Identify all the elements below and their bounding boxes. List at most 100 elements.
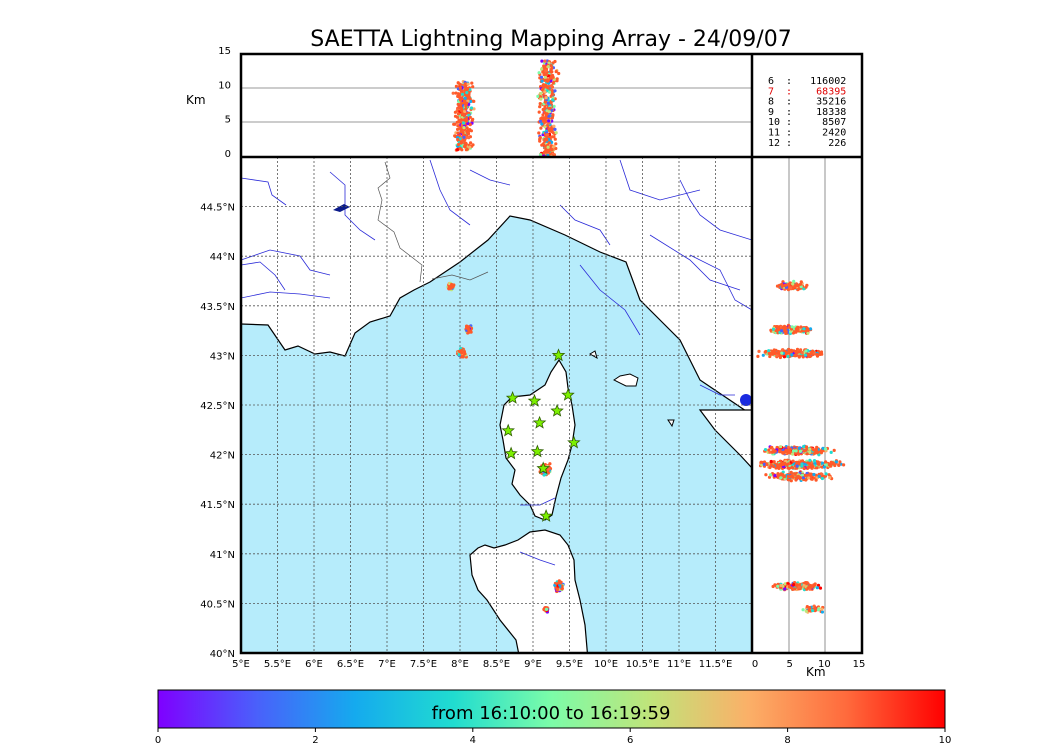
altitude-tick-label: 10 xyxy=(218,80,231,91)
side-source-point xyxy=(837,463,841,467)
side-source-point xyxy=(808,606,812,610)
lightning-source-point xyxy=(558,583,562,587)
altitude-source-point xyxy=(538,139,542,143)
side-source-point xyxy=(811,609,815,613)
side-source-point xyxy=(807,461,812,466)
station-star-icon xyxy=(551,348,566,362)
side-source-point xyxy=(788,286,793,290)
side-source-point xyxy=(816,608,821,612)
altitude-source-point xyxy=(456,112,460,116)
side-source-point xyxy=(774,348,778,352)
side-source-point xyxy=(812,459,817,463)
altitude-source-point xyxy=(464,118,468,122)
side-points xyxy=(756,279,846,614)
side-source-point xyxy=(791,459,795,463)
side-source-point xyxy=(808,583,812,588)
altitude-source-point xyxy=(468,123,472,127)
altitude-source-point xyxy=(462,135,466,139)
longitude-tick-label: 6°E xyxy=(305,659,323,670)
station-star-icon xyxy=(539,509,553,522)
side-source-point xyxy=(780,348,785,352)
latitude-altitude-panel: 0 5 10 15 Km xyxy=(752,157,866,679)
station-count-line: 7 : 68395 xyxy=(768,86,846,97)
side-source-point xyxy=(756,354,760,358)
side-source-point xyxy=(798,449,803,453)
altitude-source-point xyxy=(547,90,552,94)
lightning-source-point xyxy=(460,351,464,355)
altitude-source-point xyxy=(538,119,543,123)
side-tick-labels: 0 5 10 15 xyxy=(752,659,866,670)
side-source-point xyxy=(829,464,833,468)
side-source-point xyxy=(791,282,795,286)
altitude-source-point xyxy=(544,96,548,100)
longitude-tick-label: 7.5°E xyxy=(410,659,437,670)
side-source-point xyxy=(783,328,787,332)
side-source-point xyxy=(833,463,837,468)
altitude-source-point xyxy=(544,112,549,116)
altitude-source-point xyxy=(539,117,543,121)
side-source-point xyxy=(809,477,814,481)
altitude-source-point xyxy=(454,91,458,95)
altitude-source-point xyxy=(539,92,543,96)
side-source-point xyxy=(792,330,796,334)
altitude-source-point xyxy=(453,110,457,114)
side-tick-label: 0 xyxy=(752,659,758,670)
side-source-point xyxy=(787,350,791,354)
station-star-icon xyxy=(501,423,515,437)
longitude-tick-label: 5°E xyxy=(232,659,250,670)
lma-stations xyxy=(501,348,581,522)
altitude-source-point xyxy=(538,105,542,109)
colorbar-tick-label: 2 xyxy=(312,735,318,746)
side-source-point xyxy=(820,449,824,454)
side-source-point xyxy=(809,352,813,356)
giglio-island xyxy=(667,419,675,428)
side-source-point xyxy=(792,583,796,587)
altitude-source-point xyxy=(458,98,463,102)
lake-geneva xyxy=(333,204,350,212)
altitude-source-point xyxy=(551,81,555,85)
altitude-source-point xyxy=(543,100,548,104)
altitude-source-point xyxy=(541,70,545,74)
altitude-source-point xyxy=(553,137,557,141)
altitude-source-point xyxy=(552,124,556,128)
side-tick-label: 5 xyxy=(786,659,792,670)
longitude-tick-label: 10.5°E xyxy=(626,659,660,670)
side-source-point xyxy=(794,351,799,355)
country-borders xyxy=(377,161,489,283)
lightning-source-point xyxy=(447,287,451,291)
altitude-tick-label: 0 xyxy=(225,149,231,160)
side-source-point xyxy=(780,329,784,333)
side-source-point xyxy=(790,325,794,329)
side-source-point xyxy=(818,586,823,590)
side-source-point xyxy=(760,463,764,467)
station-count-line: 12 : 226 xyxy=(768,138,846,149)
side-source-point xyxy=(802,445,806,449)
side-source-point xyxy=(794,478,798,482)
altitude-source-point xyxy=(455,120,459,124)
altitude-source-point xyxy=(457,94,461,98)
altitude-tick-label: 5 xyxy=(225,115,231,126)
station-star-icon xyxy=(504,446,518,460)
map-panel: 5°E 5.5°E 6°E 6.5°E 7°E 7.5°E 8°E 8.5°E 9°E 9.5°E… xyxy=(200,157,752,670)
colorbar-tick-label: 4 xyxy=(470,735,476,746)
side-source-point xyxy=(817,474,821,478)
altitude-source-point xyxy=(468,145,472,149)
side-source-point xyxy=(800,351,804,355)
side-tick-label: 10 xyxy=(818,659,831,670)
colorbar-tick-label: 8 xyxy=(784,735,790,746)
side-source-point xyxy=(769,459,773,464)
altitude-source-point xyxy=(464,107,468,111)
altitude-source-point xyxy=(456,131,460,135)
colorbar-gradient xyxy=(157,689,946,729)
capraia-island xyxy=(589,350,598,360)
side-source-point xyxy=(798,282,803,286)
side-source-point xyxy=(803,581,807,585)
altitude-source-point xyxy=(543,59,547,63)
lightning-source-point xyxy=(450,282,454,287)
side-source-point xyxy=(784,331,788,335)
colorbar-tick-label: 0 xyxy=(155,735,161,746)
altitude-source-point xyxy=(458,86,462,90)
side-source-point xyxy=(775,353,779,357)
side-source-point xyxy=(781,326,785,330)
